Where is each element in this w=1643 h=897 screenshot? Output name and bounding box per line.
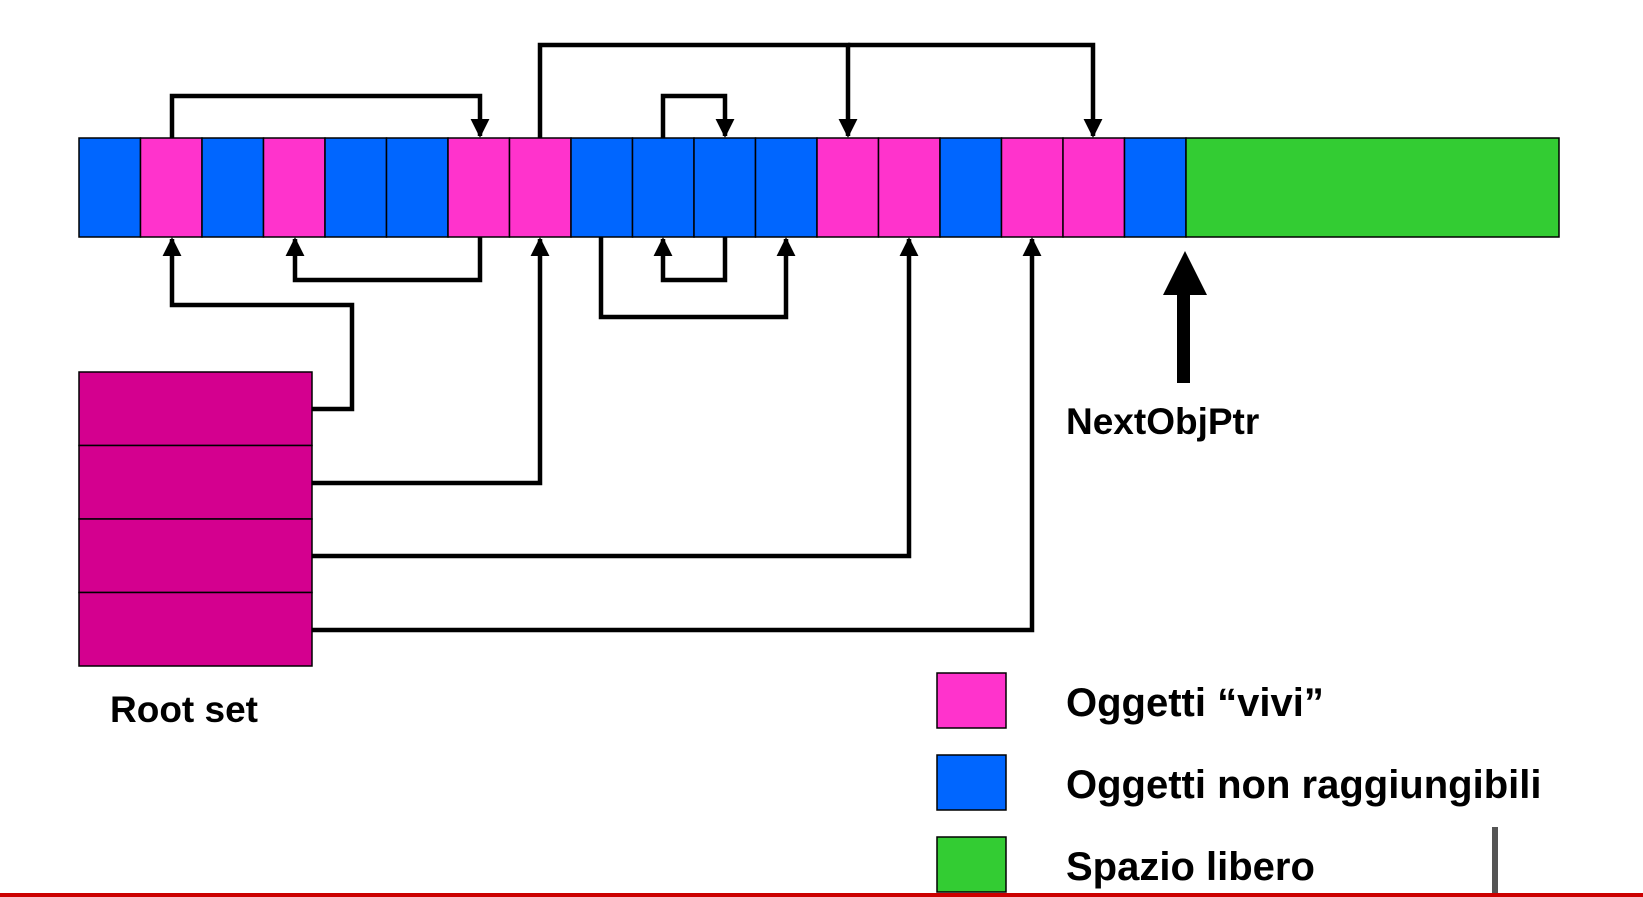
heap-object-unreachable [693, 137, 757, 238]
root-set-entry [78, 518, 313, 594]
root-set-label: Root set [110, 689, 258, 730]
reference-arrow [537, 42, 858, 138]
heap-object-unreachable [324, 137, 388, 238]
heap-object-live [1000, 137, 1064, 238]
heap-references [169, 42, 1103, 320]
heap-object-live [447, 137, 511, 238]
reference-arrow [653, 237, 728, 283]
legend-label-free: Spazio libero [1066, 845, 1315, 889]
next-obj-ptr [1163, 251, 1207, 383]
reference-arrow [660, 93, 735, 138]
heap-object-live [877, 137, 941, 238]
root-set-entry [78, 591, 313, 667]
legend: Oggetti “vivi” Oggetti non raggiungibili S… [936, 672, 1542, 893]
heap-object-unreachable [939, 137, 1003, 238]
root-set-entry [78, 444, 313, 520]
root-reference-arrow [162, 237, 355, 412]
free-space-block [1185, 137, 1560, 238]
managed-heap [78, 137, 1560, 238]
legend-swatch-free [936, 836, 1007, 893]
root-set-entry [78, 371, 313, 447]
root-references [162, 237, 1042, 633]
heap-object-live [508, 137, 572, 238]
reference-arrow [598, 237, 796, 320]
heap-object-live [816, 137, 880, 238]
legend-swatch-unreachable [936, 754, 1007, 811]
legend-swatch-live [936, 672, 1007, 729]
heap-object-unreachable [201, 137, 265, 238]
reference-arrow [169, 93, 490, 138]
next-obj-ptr-label: NextObjPtr [1066, 401, 1259, 442]
heap-object-unreachable [570, 137, 634, 238]
root-reference-arrow [312, 237, 1042, 633]
legend-label-live: Oggetti “vivi” [1066, 681, 1324, 725]
reference-arrow [848, 42, 1103, 138]
heap-object-unreachable [631, 137, 695, 238]
slide-marker [1492, 827, 1498, 897]
heap-object-live [139, 137, 203, 238]
reference-arrow [285, 237, 483, 283]
next-obj-ptr-shaft [1177, 290, 1190, 383]
legend-label-unreachable: Oggetti non raggiungibili [1066, 763, 1542, 807]
heap-object-unreachable [78, 137, 142, 238]
heap-object-unreachable [754, 137, 818, 238]
heap-object-unreachable [1123, 137, 1187, 238]
root-set [78, 371, 313, 667]
heap-object-live [262, 137, 326, 238]
heap-object-live [1062, 137, 1126, 238]
root-reference-arrow [312, 237, 550, 486]
slide-bottom-rule [0, 893, 1643, 897]
next-obj-ptr-arrowhead [1163, 251, 1207, 295]
heap-object-unreachable [385, 137, 449, 238]
root-reference-arrow [312, 237, 919, 559]
